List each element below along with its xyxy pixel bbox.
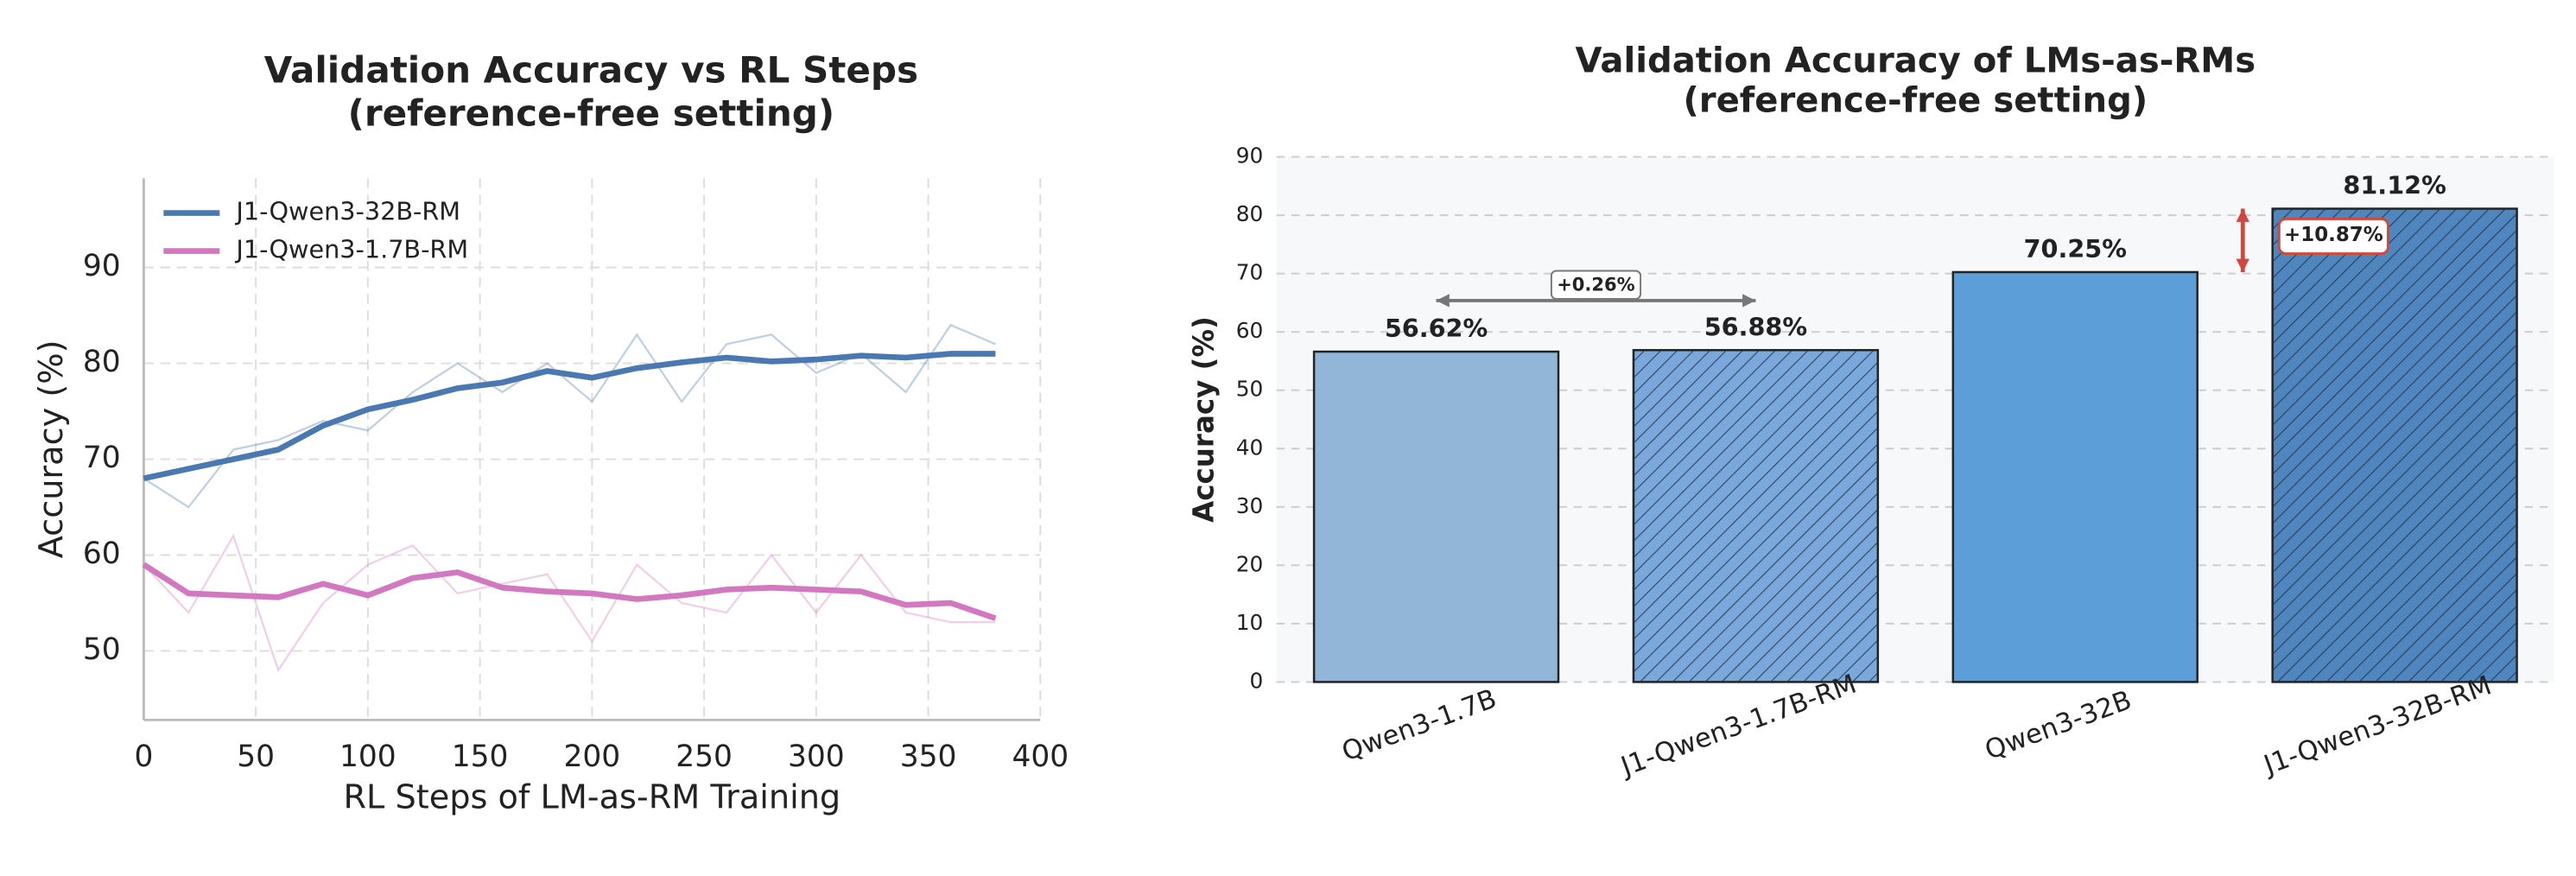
x-tick-label: 100	[339, 740, 397, 774]
legend-label: J1-Qwen3-1.7B-RM	[234, 235, 468, 264]
y-axis-label: Accuracy (%)	[1187, 316, 1220, 523]
x-tick-label: Qwen3-32B	[1981, 685, 2135, 766]
bar	[1312, 350, 1560, 683]
annotation-box	[1550, 270, 1642, 300]
y-tick-label: 90	[83, 249, 121, 283]
bar-hatch	[1633, 350, 1878, 682]
y-tick-label: 0	[1250, 668, 1264, 693]
y-tick-label: 30	[1236, 493, 1264, 518]
y-tick-label: 80	[83, 345, 121, 379]
x-tick-label: 50	[237, 740, 275, 774]
y-tick-label: 50	[1236, 377, 1264, 402]
value-label: 70.25%	[2024, 234, 2127, 263]
y-tick-label: 60	[1236, 318, 1264, 343]
x-tick-label: 300	[788, 740, 845, 774]
y-tick-label: 40	[1236, 435, 1264, 460]
x-tick-label: 200	[564, 740, 621, 774]
legend-label: J1-Qwen3-32B-RM	[234, 197, 460, 226]
value-label: 56.88%	[1704, 312, 1807, 341]
chart-subtitle: (reference-free setting)	[348, 92, 834, 134]
arrow-head	[2236, 208, 2249, 272]
y-axis-label: Accuracy (%)	[33, 340, 71, 559]
y-tick-label: 90	[1236, 143, 1264, 168]
x-tick-label: 350	[900, 740, 957, 774]
y-tick-label: 50	[83, 632, 121, 667]
x-tick-label: 400	[1012, 740, 1069, 774]
smoothed-line	[142, 562, 997, 621]
y-tick-label: 80	[1236, 201, 1264, 226]
y-tick-label: 60	[83, 536, 121, 571]
x-tick-label: Qwen3-1.7B	[1338, 684, 1501, 768]
value-label: 56.62%	[1385, 314, 1488, 343]
x-tick-label: 150	[452, 740, 509, 774]
chart-title: Validation Accuracy of LMs-as-RMs	[1576, 41, 2256, 81]
chart-title: Validation Accuracy vs RL Steps	[264, 49, 918, 92]
x-tick-label: 250	[676, 740, 733, 774]
value-label: 81.12%	[2343, 171, 2446, 200]
y-tick-label: 10	[1236, 610, 1264, 635]
chart-subtitle: (reference-free setting)	[1683, 81, 2148, 121]
bar	[1951, 270, 2198, 683]
annotation-label: +0.26%	[1557, 274, 1635, 295]
smoothed-line	[143, 351, 996, 482]
y-tick-label: 20	[1236, 551, 1264, 576]
raw-line	[143, 533, 996, 673]
x-axis-label: RL Steps of LM-as-RM Training	[343, 779, 841, 817]
annotation-box	[2277, 217, 2389, 255]
y-tick-label: 70	[1236, 260, 1264, 285]
x-tick-label: J1-Qwen3-32B-RM	[2259, 670, 2496, 781]
annotation-label: +10.87%	[2284, 224, 2383, 246]
raw-line	[143, 323, 996, 509]
bar-hatch	[2272, 208, 2517, 682]
x-tick-label: J1-Qwen3-1.7B-RM	[1615, 670, 1860, 784]
y-tick-label: 70	[83, 441, 121, 475]
x-tick-label: 0	[134, 740, 153, 774]
